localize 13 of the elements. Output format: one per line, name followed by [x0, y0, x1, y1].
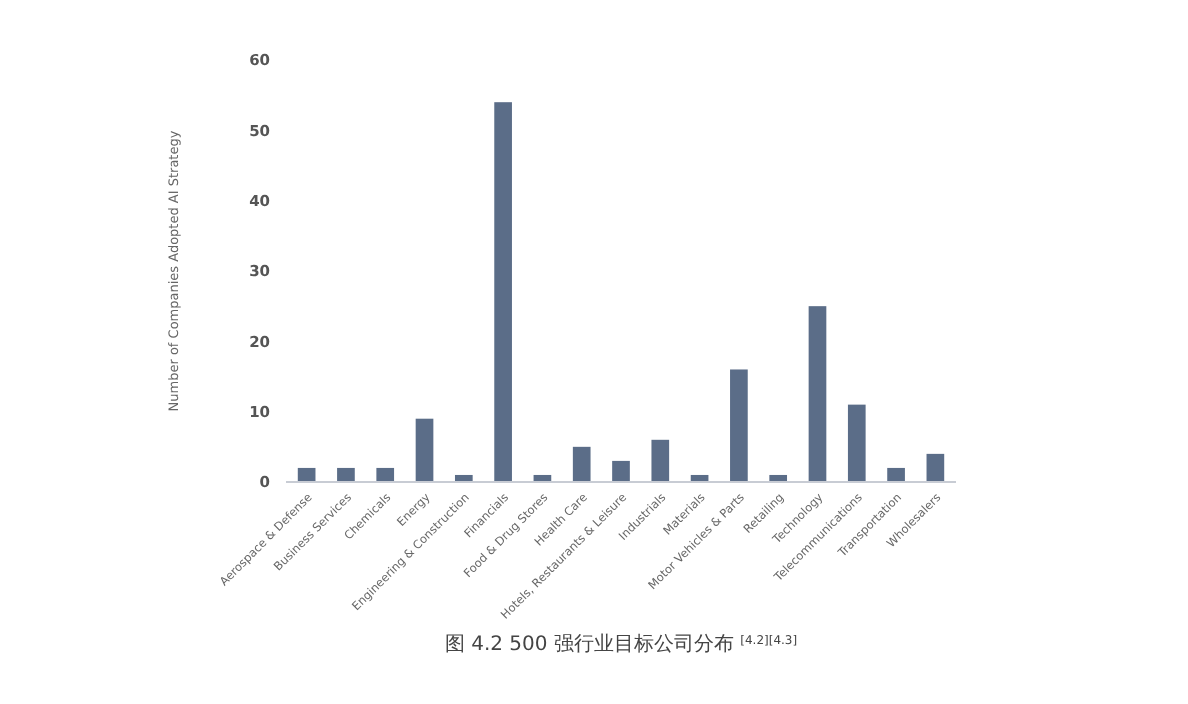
bar	[887, 467, 905, 482]
bar	[415, 418, 434, 482]
bar	[847, 404, 866, 482]
bar	[926, 453, 945, 482]
text: 图 4.2 500 强行业目标公司分布 $^{[4.2][4.3]}$	[444, 632, 798, 656]
bar	[808, 306, 827, 482]
bar	[572, 446, 591, 482]
bar	[612, 460, 630, 482]
bar	[730, 369, 748, 482]
bar	[376, 467, 395, 482]
bar	[651, 439, 670, 482]
bar	[494, 102, 512, 482]
bar	[337, 467, 355, 482]
